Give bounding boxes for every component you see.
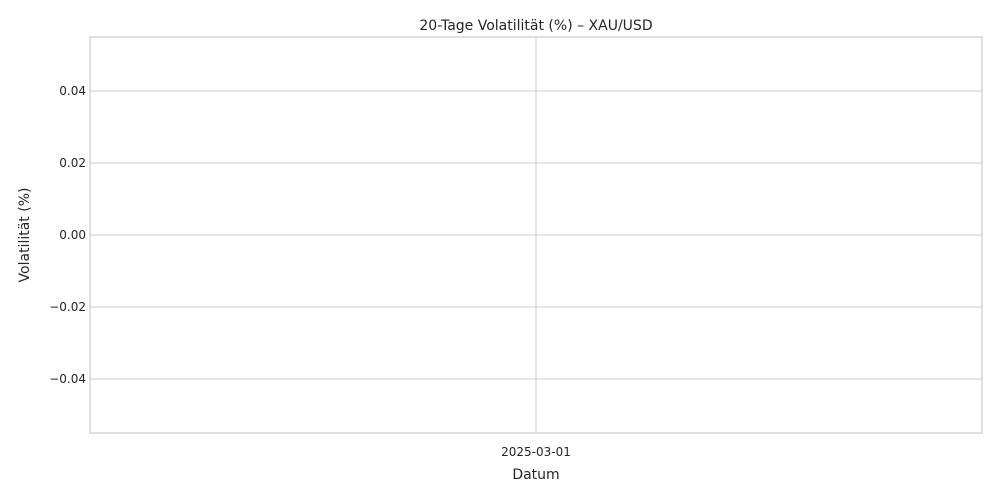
y-tick-label: 0.04 bbox=[59, 84, 86, 98]
y-axis-ticks: −0.04 −0.02 0.00 0.02 0.04 bbox=[49, 84, 86, 386]
y-tick-label: −0.02 bbox=[49, 300, 86, 314]
x-axis-ticks: 2025-03-01 bbox=[501, 445, 571, 459]
chart-title: 20-Tage Volatilität (%) – XAU/USD bbox=[419, 18, 652, 34]
y-tick-label: 0.02 bbox=[59, 156, 86, 170]
plot-frame bbox=[89, 36, 983, 434]
y-tick-label: −0.04 bbox=[49, 372, 86, 386]
y-axis-label: Volatilität (%) bbox=[17, 188, 33, 283]
x-axis-label: Datum bbox=[512, 467, 559, 483]
y-tick-label: 0.00 bbox=[59, 228, 86, 242]
x-tick-label: 2025-03-01 bbox=[501, 445, 571, 459]
grid-layer bbox=[90, 37, 982, 433]
